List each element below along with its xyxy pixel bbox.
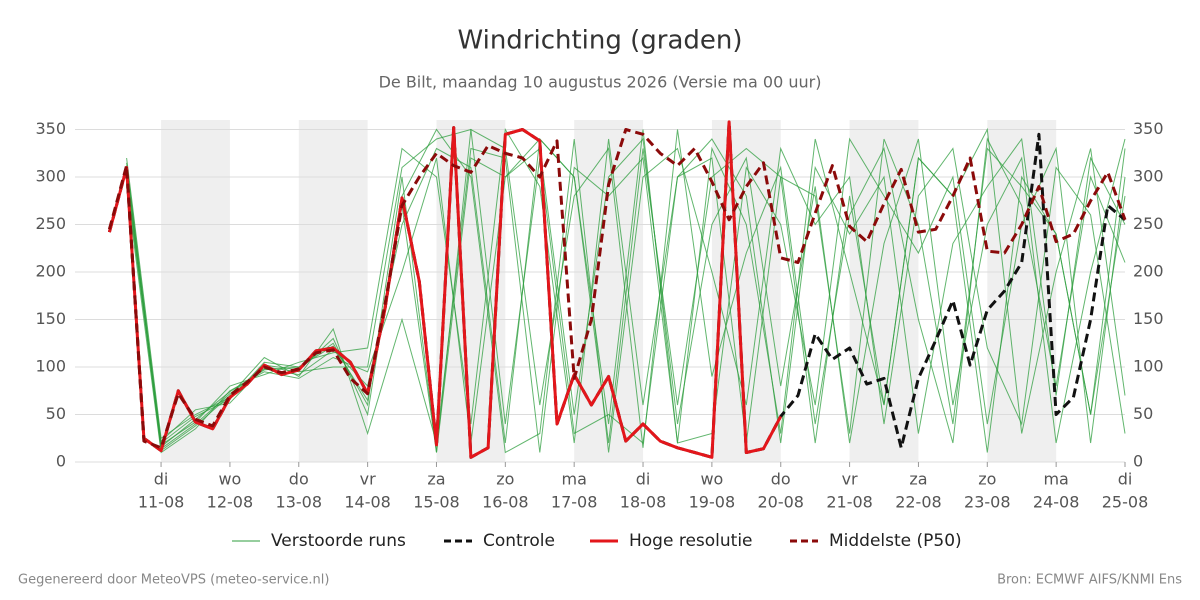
x-tick-date: 19-08 — [689, 493, 736, 512]
x-tick-day: za — [909, 470, 927, 489]
y-tick-label: 100 — [35, 357, 66, 376]
x-tick-date: 11-08 — [138, 493, 185, 512]
x-tick-date: 12-08 — [207, 493, 254, 512]
x-tick-day: zo — [978, 470, 996, 489]
ensemble-line — [126, 127, 1126, 453]
x-tick-day: ma — [1043, 470, 1068, 489]
legend-label: Controle — [483, 531, 555, 551]
y-tick-label: 200 — [35, 262, 66, 281]
y2-tick-label: 200 — [1133, 262, 1164, 281]
y2-tick-label: 300 — [1133, 167, 1164, 186]
x-tick-date: 25-08 — [1102, 493, 1149, 512]
y-tick-label: 50 — [46, 404, 66, 423]
x-tick-date: 13-08 — [276, 493, 323, 512]
x-tick-date: 23-08 — [964, 493, 1011, 512]
chart-title: Windrichting (graden) — [457, 26, 742, 56]
x-tick-day: do — [289, 470, 309, 489]
legend-label: Hoge resolutie — [629, 531, 753, 551]
y2-tick-label: 350 — [1133, 119, 1164, 138]
x-tick-day: za — [427, 470, 445, 489]
ensemble-line — [126, 127, 1126, 446]
x-tick-date: 17-08 — [551, 493, 598, 512]
x-tick-day: do — [771, 470, 791, 489]
x-tick-day: di — [154, 470, 169, 489]
chart-subtitle: De Bilt, maandag 10 augustus 2026 (Versi… — [379, 73, 822, 92]
legend-label: Verstoorde runs — [271, 531, 406, 551]
footer-left: Gegenereerd door MeteoVPS (meteo-service… — [18, 573, 329, 588]
series-line — [107, 128, 1127, 450]
x-tick-date: 22-08 — [895, 493, 942, 512]
x-tick-date: 15-08 — [413, 493, 460, 512]
x-tick-day: vr — [842, 470, 858, 489]
x-tick-date: 21-08 — [826, 493, 873, 512]
x-tick-day: wo — [700, 470, 723, 489]
x-tick-date: 18-08 — [620, 493, 667, 512]
y-tick-label: 350 — [35, 119, 66, 138]
ensemble-line — [126, 137, 1126, 453]
x-tick-day: di — [1118, 470, 1133, 489]
y2-tick-label: 0 — [1133, 452, 1143, 471]
day-shade — [298, 120, 368, 462]
x-tick-day: vr — [360, 470, 376, 489]
x-tick-day: di — [636, 470, 651, 489]
y2-tick-label: 50 — [1133, 404, 1153, 423]
y-tick-label: 300 — [35, 167, 66, 186]
x-tick-day: wo — [218, 470, 241, 489]
footer-right: Bron: ECMWF AIFS/KNMI Ens — [997, 573, 1182, 588]
y2-tick-label: 100 — [1133, 357, 1164, 376]
y-tick-label: 150 — [35, 309, 66, 328]
x-tick-date: 24-08 — [1033, 493, 1080, 512]
y-tick-label: 250 — [35, 214, 66, 233]
day-shade — [574, 120, 644, 462]
legend-label: Middelste (P50) — [829, 531, 962, 551]
y-tick-label: 0 — [56, 452, 66, 471]
y2-tick-label: 150 — [1133, 309, 1164, 328]
x-tick-date: 16-08 — [482, 493, 529, 512]
x-tick-day: ma — [561, 470, 586, 489]
x-tick-date: 14-08 — [344, 493, 391, 512]
y2-tick-label: 250 — [1133, 214, 1164, 233]
x-tick-date: 20-08 — [757, 493, 804, 512]
x-tick-day: zo — [496, 470, 514, 489]
